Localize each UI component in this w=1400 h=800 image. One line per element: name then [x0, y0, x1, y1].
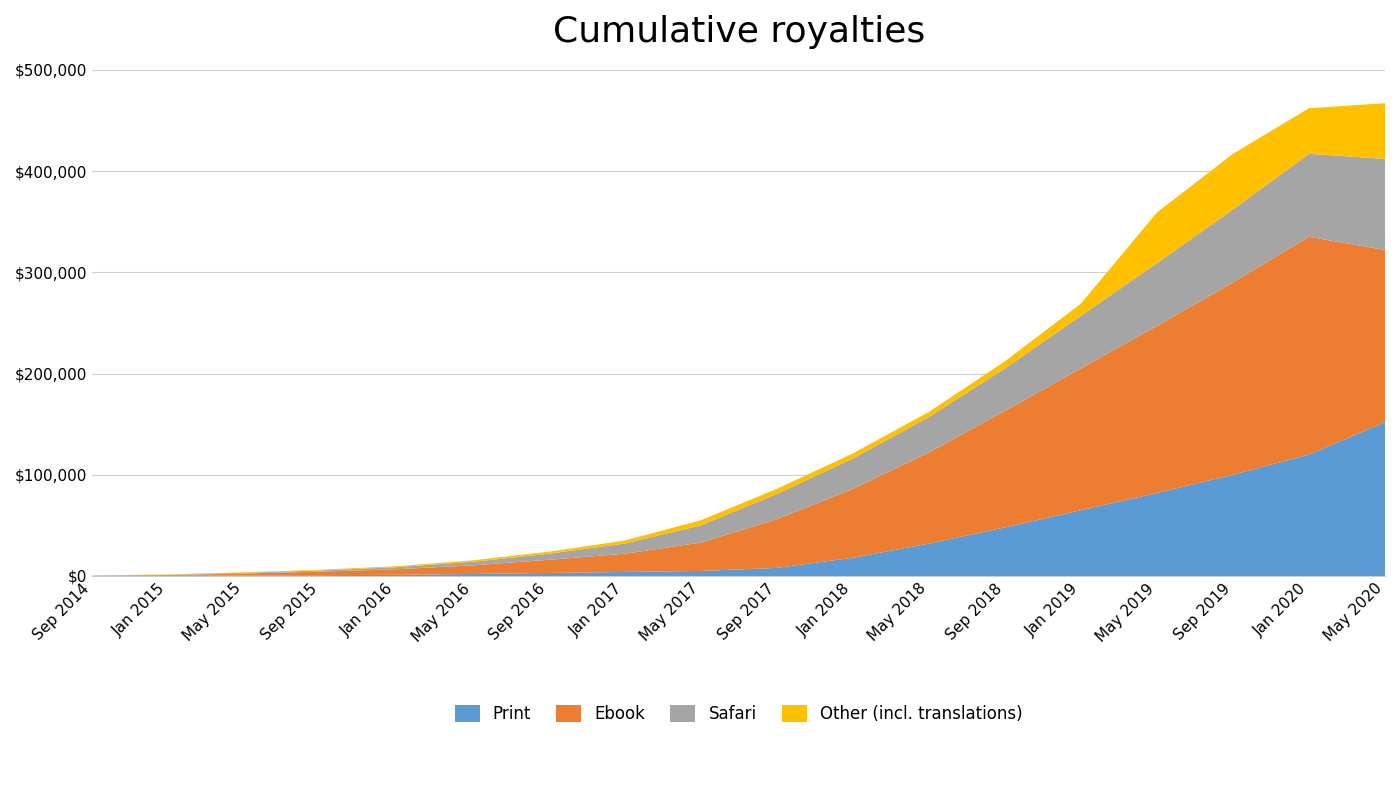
Legend: Print, Ebook, Safari, Other (incl. translations): Print, Ebook, Safari, Other (incl. trans… — [448, 698, 1029, 730]
Title: Cumulative royalties: Cumulative royalties — [553, 15, 925, 49]
